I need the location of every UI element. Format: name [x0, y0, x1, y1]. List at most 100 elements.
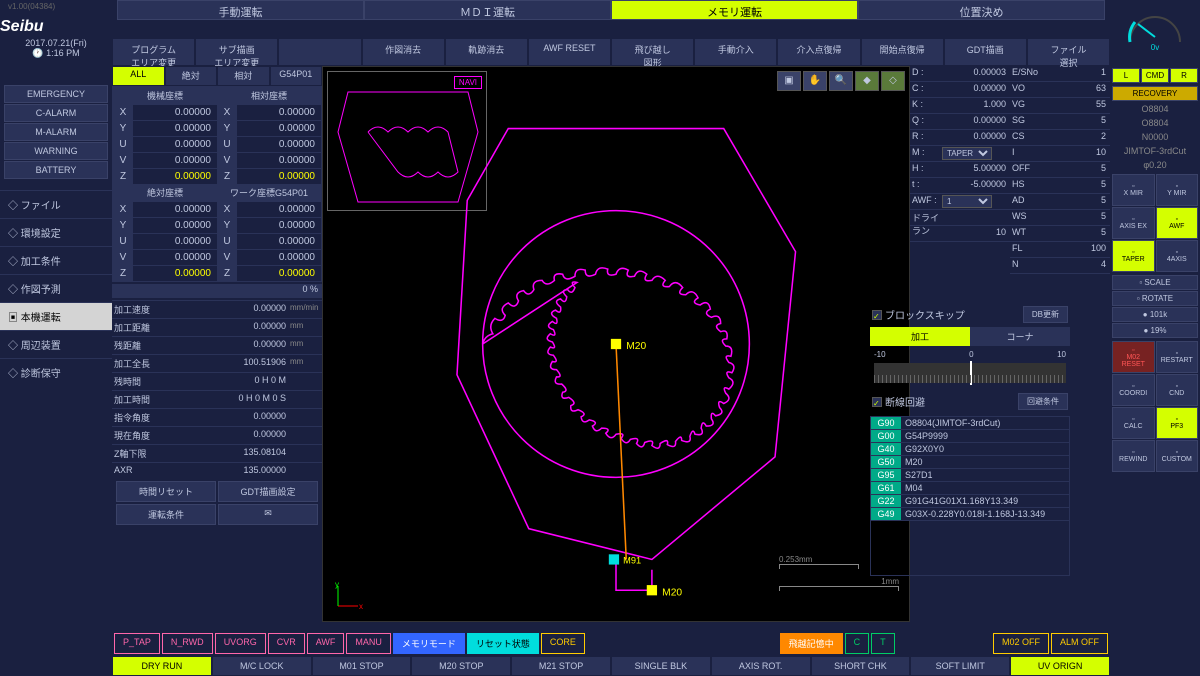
- sub-btn-7[interactable]: 手動介入: [694, 38, 777, 66]
- blockskip-check[interactable]: [872, 310, 882, 320]
- bot-T[interactable]: T: [871, 633, 895, 654]
- sub-btn-10[interactable]: GDT描画: [944, 38, 1027, 66]
- nav-item-6[interactable]: ◇ 診断保守: [0, 358, 112, 386]
- gcode-row[interactable]: G50M20: [871, 456, 1069, 469]
- big-CUSTOM[interactable]: ▫CUSTOM: [1156, 440, 1199, 472]
- icon-TAPER[interactable]: ▫TAPER: [1112, 240, 1155, 272]
- status-battery[interactable]: BATTERY: [4, 161, 108, 179]
- bot-UVORG[interactable]: UVORG: [215, 633, 266, 654]
- gcode-row[interactable]: G90O8804(JIMTOF-3rdCut): [871, 417, 1069, 430]
- recovery-button[interactable]: RECOVERY: [1112, 86, 1198, 101]
- gcode-row[interactable]: G40G92X0Y0: [871, 443, 1069, 456]
- coord-tab-3[interactable]: G54P01: [270, 66, 323, 86]
- toggle-M21 STOP[interactable]: M21 STOP: [511, 656, 611, 676]
- big-REWIND[interactable]: ▫REWIND: [1112, 440, 1155, 472]
- status-m-alarm[interactable]: M-ALARM: [4, 123, 108, 141]
- nav-item-5[interactable]: ◇ 周辺装置: [0, 330, 112, 358]
- mode-tab-1[interactable]: コーナ: [970, 327, 1070, 346]
- bot-CVR[interactable]: CVR: [268, 633, 305, 654]
- nav-item-2[interactable]: ◇ 加工条件: [0, 246, 112, 274]
- toggle-DRY RUN[interactable]: DRY RUN: [112, 656, 212, 676]
- big-M02 RESET[interactable]: ▫M02RESET: [1112, 341, 1155, 373]
- toggle-M20 STOP[interactable]: M20 STOP: [411, 656, 511, 676]
- action-btn-2[interactable]: 運転条件: [116, 504, 216, 525]
- coord-tab-0[interactable]: ALL: [112, 66, 165, 86]
- big-CALC[interactable]: ▫CALC: [1112, 407, 1155, 439]
- big-COORDI[interactable]: ▫COORDI: [1112, 374, 1155, 406]
- toggle-UV ORIGN[interactable]: UV ORIGN: [1010, 656, 1110, 676]
- sub-btn-1[interactable]: サブ描画エリア変更: [195, 38, 278, 66]
- bot-メモリモード[interactable]: メモリモード: [393, 633, 465, 654]
- sub-btn-2[interactable]: [278, 38, 361, 66]
- sub-btn-4[interactable]: 軌跡消去: [445, 38, 528, 66]
- toggle-M01 STOP[interactable]: M01 STOP: [312, 656, 412, 676]
- sub-btn-3[interactable]: 作図消去: [362, 38, 445, 66]
- sub-btn-6[interactable]: 飛び越し図形: [611, 38, 694, 66]
- status-emergency[interactable]: EMERGENCY: [4, 85, 108, 103]
- bot-C[interactable]: C: [845, 633, 870, 654]
- main-tab-1[interactable]: ＭＤＩ運転: [364, 0, 611, 20]
- bot-AWF[interactable]: AWF: [307, 633, 345, 654]
- icon-AXIS EX[interactable]: ▫AXIS EX: [1112, 207, 1155, 239]
- status-c-alarm[interactable]: C-ALARM: [4, 104, 108, 122]
- bot-M02 OFF[interactable]: M02 OFF: [993, 633, 1049, 654]
- sub-btn-0[interactable]: プログラムエリア変更: [112, 38, 195, 66]
- icon-AWF[interactable]: ▫AWF: [1156, 207, 1199, 239]
- toggle-M/C LOCK[interactable]: M/C LOCK: [212, 656, 312, 676]
- big-RESTART[interactable]: ▫RESTART: [1156, 341, 1199, 373]
- tool-pan[interactable]: ✋: [803, 71, 827, 91]
- gcode-row[interactable]: G22G91G41G01X1.168Y13.349: [871, 495, 1069, 508]
- tool-3d2[interactable]: ◇: [881, 71, 905, 91]
- main-tab-0[interactable]: 手動運転: [117, 0, 364, 20]
- bot-MANU[interactable]: MANU: [346, 633, 391, 654]
- bot-ALM OFF[interactable]: ALM OFF: [1051, 633, 1108, 654]
- icon-Y MIR[interactable]: ▫Y MIR: [1156, 174, 1199, 206]
- action-btn-0[interactable]: 時間リセット: [116, 481, 216, 502]
- tool-zoom[interactable]: 🔍: [829, 71, 853, 91]
- big-PF3[interactable]: ▫PF3: [1156, 407, 1199, 439]
- mode-tab-0[interactable]: 加工: [870, 327, 970, 346]
- gcode-row[interactable]: G95S27D1: [871, 469, 1069, 482]
- db-update-button[interactable]: DB更新: [1023, 306, 1068, 323]
- nav-item-3[interactable]: ◇ 作図予測: [0, 274, 112, 302]
- scale-ROTATE[interactable]: ▫ ROTATE: [1112, 291, 1198, 306]
- toggle-SINGLE BLK[interactable]: SINGLE BLK: [611, 656, 711, 676]
- coord-tab-2[interactable]: 相対: [217, 66, 270, 86]
- avoid-cond-button[interactable]: 回避条件: [1018, 393, 1068, 410]
- gcode-row[interactable]: G61M04: [871, 482, 1069, 495]
- dashavoid-check[interactable]: [872, 397, 882, 407]
- main-tab-3[interactable]: 位置決め: [858, 0, 1105, 20]
- status-warning[interactable]: WARNING: [4, 142, 108, 160]
- sub-btn-8[interactable]: 介入点復帰: [777, 38, 860, 66]
- bot-リセット状態[interactable]: リセット状態: [467, 633, 539, 654]
- cmd-R[interactable]: R: [1170, 68, 1198, 83]
- icon-X MIR[interactable]: ▫X MIR: [1112, 174, 1155, 206]
- sub-btn-5[interactable]: AWF RESET: [528, 38, 611, 66]
- tool-3d1[interactable]: ◆: [855, 71, 879, 91]
- tool-select[interactable]: ▣: [777, 71, 801, 91]
- action-btn-1[interactable]: GDT描画設定: [218, 481, 318, 502]
- cmd-L[interactable]: L: [1112, 68, 1140, 83]
- nav-item-1[interactable]: ◇ 環境設定: [0, 218, 112, 246]
- main-tab-2[interactable]: メモリ運転: [611, 0, 858, 20]
- toggle-AXIS ROT.[interactable]: AXIS ROT.: [711, 656, 811, 676]
- toggle-SHORT CHK[interactable]: SHORT CHK: [811, 656, 911, 676]
- big-CND[interactable]: ▫CND: [1156, 374, 1199, 406]
- gcode-row[interactable]: G00G54P9999: [871, 430, 1069, 443]
- toggle-SOFT LIMIT[interactable]: SOFT LIMIT: [910, 656, 1010, 676]
- nav-item-0[interactable]: ◇ ファイル: [0, 190, 112, 218]
- scale-SCALE[interactable]: ▫ SCALE: [1112, 275, 1198, 290]
- action-btn-3[interactable]: ✉: [218, 504, 318, 525]
- bot-P_TAP[interactable]: P_TAP: [114, 633, 160, 654]
- gcode-row[interactable]: G49G03X-0.228Y0.018I-1.168J-13.349: [871, 508, 1069, 521]
- cmd-CMD[interactable]: CMD: [1141, 68, 1169, 83]
- coord-tab-1[interactable]: 絶対: [165, 66, 218, 86]
- bot-飛越記憶中[interactable]: 飛越記憶中: [780, 633, 843, 654]
- bot-CORE[interactable]: CORE: [541, 633, 585, 654]
- sub-btn-9[interactable]: 開始点復帰: [861, 38, 944, 66]
- feed-slider[interactable]: -10010: [870, 346, 1070, 391]
- bot-N_RWD[interactable]: N_RWD: [162, 633, 213, 654]
- toolpath-canvas[interactable]: NAVI ▣ ✋ 🔍 ◆ ◇ M2: [322, 66, 910, 622]
- sub-btn-11[interactable]: ファイル選択: [1027, 38, 1110, 66]
- nav-item-4[interactable]: ▣ 本機運転: [0, 302, 112, 330]
